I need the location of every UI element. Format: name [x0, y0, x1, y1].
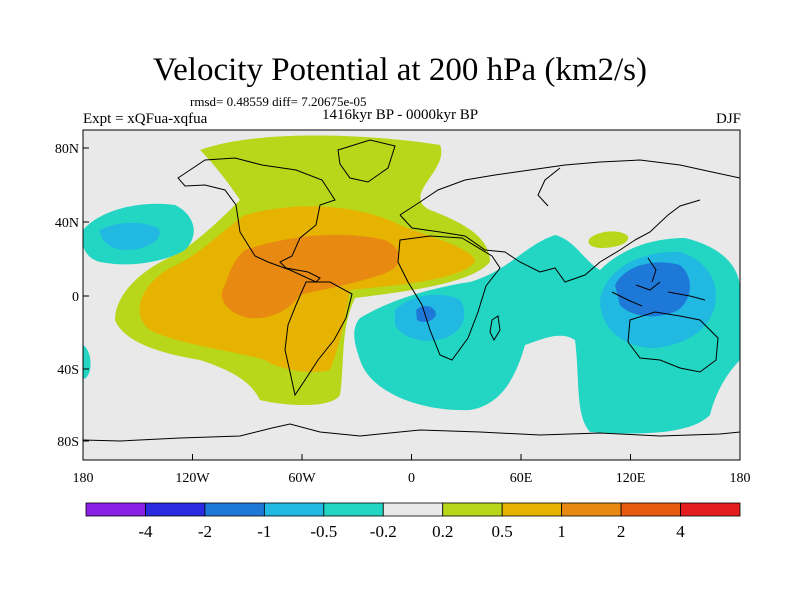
colorbar-swatch	[204, 502, 265, 517]
colorbar-label: 1	[557, 522, 566, 541]
lon-tick-label: 120E	[616, 471, 646, 486]
contour-neg-0.2-west-edge	[83, 345, 91, 379]
colorbar-label: 0.5	[492, 522, 513, 541]
lat-tick-label: 0	[72, 290, 79, 305]
lon-tick-label: 180	[730, 471, 751, 486]
coast-south-america	[284, 281, 353, 397]
coast-africa	[397, 235, 501, 361]
colorbar-swatch	[680, 502, 741, 517]
colorbar-label: -0.5	[310, 522, 337, 541]
season-label: DJF	[715, 111, 741, 127]
colorbar: -4 -2 -1 -0.5 -0.2 0.2 0.5 1 2 4	[85, 502, 741, 541]
axis-ticks: 180 120W 60W 0 60E 120E 180 80N 40N 0 40S 80S	[55, 142, 751, 486]
lon-tick-label: 60E	[510, 471, 533, 486]
stats-text: rmsd= 0.48559 diff= 7.20675e-05	[190, 94, 367, 109]
lat-tick-label: 80S	[57, 435, 79, 450]
colorbar-swatch	[145, 502, 206, 517]
contour-pos-0.2-nearctic	[588, 231, 629, 248]
colorbar-label: 2	[617, 522, 626, 541]
colorbar-swatch	[561, 502, 622, 517]
colorbar-label: -1	[257, 522, 271, 541]
contour-neg-1-africa	[416, 306, 436, 323]
colorbar-label: -2	[198, 522, 212, 541]
coastlines	[83, 139, 740, 442]
colorbar-label: 0.2	[432, 522, 453, 541]
lat-tick-label: 80N	[55, 142, 79, 157]
contour-pos-1-americas	[221, 234, 400, 319]
lon-tick-label: 180	[73, 471, 94, 486]
lon-tick-label: 60W	[288, 471, 316, 486]
plot-title: Velocity Potential at 200 hPa (km2/s)	[152, 52, 648, 88]
coast-antarctica	[83, 423, 740, 442]
colorbar-swatch	[620, 502, 681, 517]
colorbar-swatch	[85, 502, 146, 517]
colorbar-swatch	[442, 502, 503, 517]
period-label: 1416kyr BP - 0000kyr BP	[322, 107, 479, 123]
colorbar-label: 4	[676, 522, 685, 541]
experiment-label: Expt = xQFua-xqfua	[83, 111, 208, 127]
colorbar-swatch	[501, 502, 563, 517]
lat-tick-label: 40N	[55, 216, 79, 231]
contour-neg-0.5-pacific	[100, 222, 160, 251]
lon-tick-label: 120W	[175, 471, 210, 486]
colorbar-swatch	[323, 502, 384, 517]
coast-madagascar	[489, 315, 501, 342]
coast-north-america	[177, 157, 336, 283]
lat-tick-label: 40S	[57, 363, 79, 378]
coast-australia	[627, 311, 719, 373]
coast-maritime	[611, 257, 706, 307]
colorbar-swatch	[263, 502, 325, 517]
colorbar-swatch	[382, 502, 444, 517]
map-field	[83, 130, 740, 460]
colorbar-label: -4	[138, 522, 153, 541]
colorbar-label: -0.2	[370, 522, 397, 541]
coast-eurasia	[399, 159, 740, 283]
coast-greenland	[337, 139, 396, 183]
lon-tick-label: 0	[408, 471, 415, 486]
